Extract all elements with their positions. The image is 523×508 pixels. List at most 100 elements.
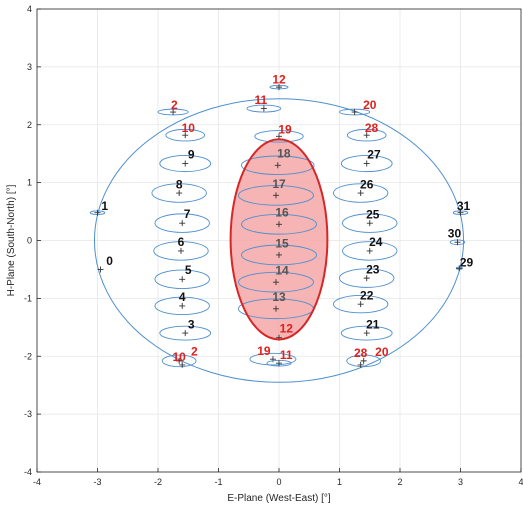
- y-tick-label: 4: [27, 4, 32, 14]
- beam-footprint: [238, 185, 314, 206]
- x-tick-label: 4: [518, 477, 523, 487]
- beam-footprint: [151, 183, 207, 203]
- beam-footprint: [346, 128, 387, 142]
- beam-label: 17: [272, 177, 286, 191]
- beam-center-marker: [260, 105, 267, 112]
- beam-footprint: [154, 296, 210, 316]
- beam-label: 22: [360, 288, 374, 302]
- y-axis-label: H-Plane (South-North) [°]: [6, 184, 17, 296]
- y-tick-label: 3: [27, 62, 32, 72]
- beam-center-marker: [363, 330, 370, 337]
- beam-footprint: [153, 241, 209, 261]
- y-tick-label: 0: [27, 236, 32, 246]
- beam-center-marker: [276, 84, 282, 91]
- beam-footprint: [159, 325, 212, 341]
- beam-center-marker: [363, 160, 370, 167]
- beam-label: 8: [176, 177, 183, 191]
- beam-shapes: 0123456789101112131415161718192021222324…: [89, 73, 474, 383]
- y-tick-label: 1: [27, 178, 32, 188]
- beam-center-marker: [182, 330, 189, 337]
- y-tick-label: -2: [24, 351, 32, 361]
- beam-footprint: [332, 183, 389, 203]
- beam-center-marker: [357, 361, 364, 368]
- beam-label: 2: [171, 98, 178, 112]
- beam-label: 10: [182, 121, 196, 135]
- beam-center-marker: [276, 251, 282, 258]
- beam-label: 12: [272, 73, 286, 87]
- beam-center-marker: [276, 360, 282, 367]
- x-tick-label: 3: [458, 477, 463, 487]
- beam-center-marker: [177, 247, 184, 254]
- beam-footprint: [161, 354, 197, 368]
- x-axis-label: E-Plane (West-East) [°]: [227, 493, 331, 504]
- x-tick-label: 1: [337, 477, 342, 487]
- beam-label: 4: [179, 290, 186, 304]
- beam-label: 12: [280, 321, 294, 335]
- beam-center-marker: [276, 221, 282, 228]
- y-tick-label: -1: [24, 293, 32, 303]
- beam-center-marker: [176, 190, 183, 197]
- beam-center-marker: [351, 109, 358, 116]
- beam-label: 9: [188, 147, 195, 161]
- x-tick-label: -4: [33, 477, 41, 487]
- beam-label: 14: [275, 264, 289, 278]
- beam-label: 13: [272, 290, 286, 304]
- beam-footprint: [238, 271, 314, 293]
- beam-footprint: [241, 214, 317, 235]
- beam-label: 20: [375, 345, 389, 359]
- beam-footprint: [340, 154, 393, 173]
- beam-label: 21: [366, 317, 380, 331]
- x-tick-label: -2: [154, 477, 162, 487]
- beam-label: 23: [366, 262, 380, 276]
- beam-center-marker: [272, 279, 279, 286]
- beam-footprint: [241, 155, 315, 175]
- beam-center-marker: [179, 220, 186, 227]
- beam-label: 1: [101, 199, 108, 213]
- beam-center-marker: [272, 192, 279, 199]
- beam-footprint: [346, 354, 382, 368]
- beam-center-marker: [179, 276, 186, 283]
- beam-label: 3: [188, 317, 195, 331]
- beam-center-marker: [357, 301, 364, 308]
- y-tick-label: -3: [24, 409, 32, 419]
- beam-footprint: [254, 130, 304, 143]
- x-tick-label: -1: [214, 477, 222, 487]
- beam-label: 28: [354, 346, 368, 360]
- beam-label: 2: [191, 345, 198, 359]
- beam-label: 5: [185, 263, 192, 277]
- beam-label: 11: [255, 93, 268, 107]
- beam-label: 18: [277, 147, 291, 161]
- beam-footprint: [241, 244, 317, 266]
- beam-label: 11: [280, 348, 293, 362]
- beam-label: 30: [448, 227, 462, 241]
- beam-footprint: [246, 104, 282, 113]
- beam-center-marker: [456, 265, 463, 272]
- beam-label: 19: [257, 344, 271, 358]
- x-tick-label: 2: [397, 477, 402, 487]
- beam-footprint: [249, 352, 297, 366]
- beam-label: 27: [367, 147, 381, 161]
- beam-center-marker: [176, 357, 183, 364]
- beam-label: 16: [275, 206, 289, 220]
- beam-footprint: [154, 269, 210, 289]
- highlight-outline: [229, 138, 329, 341]
- beam-label: 28: [365, 121, 379, 135]
- y-tick-label: -4: [24, 467, 32, 477]
- beam-center-marker: [182, 160, 189, 167]
- beam-label: 29: [460, 255, 474, 269]
- beam-center-marker: [179, 302, 186, 309]
- beam-footprint: [332, 295, 389, 314]
- beam-center-marker: [363, 275, 370, 282]
- beam-label: 31: [457, 199, 471, 213]
- beam-center-marker: [357, 190, 364, 197]
- beam-footprint: [154, 213, 210, 233]
- beam-label: 15: [275, 236, 289, 250]
- beam-center-marker: [182, 132, 189, 139]
- beam-footprint: [342, 241, 398, 261]
- beam-center-marker: [274, 162, 281, 169]
- x-tick-label: -3: [93, 477, 101, 487]
- beam-footprint: [340, 325, 393, 341]
- beam-footprint: [339, 268, 395, 288]
